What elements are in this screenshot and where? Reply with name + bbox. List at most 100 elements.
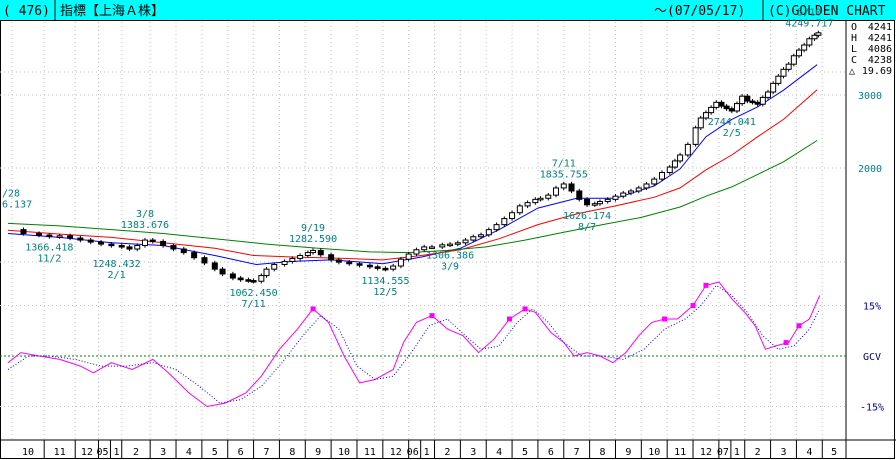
candle-body (335, 259, 342, 263)
candle-body (56, 235, 63, 238)
candle-body (317, 249, 324, 256)
grid-layer (0, 22, 846, 440)
candle-body (263, 268, 270, 277)
price-annotation: 11/2 (37, 254, 61, 265)
price-annotation: 1134.555 (361, 276, 409, 287)
candle-body (635, 187, 642, 192)
candle-body (36, 232, 43, 236)
candle-body (671, 160, 678, 168)
ohlc-low-value: 4086 (868, 44, 892, 55)
ohlc-change-label: △ (849, 66, 855, 77)
month-label: 10 (22, 447, 34, 458)
price-annotation: 1835.755 (540, 169, 588, 180)
price-annotation: 6.137 (2, 200, 32, 211)
oscillator-marker (429, 313, 435, 319)
ohlc-open-value: 4241 (868, 22, 892, 33)
price-annotation: 1626.174 (563, 211, 611, 222)
price-annotation: 1383.676 (121, 220, 169, 231)
candle-body (702, 112, 709, 119)
candle-body (149, 239, 156, 243)
candle-body (118, 245, 125, 248)
month-label: 9 (625, 447, 631, 458)
month-label: 1 (424, 447, 430, 458)
candle-body (328, 254, 335, 261)
month-label: 11 (364, 447, 376, 458)
candle-body (806, 38, 813, 46)
price-annotation: 2/5 (723, 128, 741, 139)
candle-body (576, 190, 583, 200)
price-annotation: 2/1 (108, 270, 126, 281)
candle-body (229, 273, 236, 279)
candle-body (775, 75, 782, 84)
moving-average-line (7, 89, 818, 261)
candle-body (749, 100, 756, 104)
month-label: 8 (289, 447, 295, 458)
candle-body (108, 243, 115, 247)
moving-average-line (7, 140, 818, 254)
month-label: 2 (755, 447, 761, 458)
candle-body (560, 183, 567, 189)
brand-label: (C)GOLDEN CHART (768, 4, 886, 19)
candle-body (516, 205, 523, 214)
price-annotation: 12/5 (373, 287, 397, 298)
candle-body (142, 239, 149, 247)
candle-body (67, 235, 74, 239)
ohlc-low-label: L (851, 44, 857, 55)
price-annotation: 1282.590 (289, 234, 337, 245)
moving-average-layer (7, 64, 818, 266)
month-label: 1 (734, 447, 740, 458)
month-label: 10 (648, 447, 660, 458)
candle-body (708, 106, 715, 114)
candle-body (553, 187, 560, 196)
candle-body (237, 277, 244, 281)
month-label: 1 (113, 447, 119, 458)
month-label: 12 (81, 447, 93, 458)
month-label: 3 (470, 447, 476, 458)
oscillator-marker (310, 306, 316, 312)
price-annotation: 7/11 (242, 299, 266, 310)
candle-body (718, 101, 725, 107)
y-axis-layer: 2000 3000 15% GCV -15% (858, 91, 884, 413)
price-annotation: 3/8 (136, 209, 154, 220)
oscillator-axis-label: -15% (860, 402, 884, 413)
candle-body (811, 34, 818, 40)
candle-body (815, 32, 822, 36)
candle-body (620, 192, 627, 197)
price-annotation: 2744.041 (708, 117, 756, 128)
candle-body (524, 202, 531, 207)
candle-body (545, 194, 552, 199)
candle-body (160, 240, 167, 247)
candle-body (413, 249, 420, 255)
price-annotation: 5/10 (797, 7, 821, 18)
candle-body (754, 101, 761, 105)
annotation-layer: /286.1371366.41811/23/81383.6761248.4322… (2, 7, 833, 310)
candle-body (374, 266, 381, 269)
price-annotation: 3/9 (441, 262, 459, 273)
candle-body (713, 101, 720, 108)
candle-body (627, 190, 634, 194)
month-label: 8 (600, 447, 606, 458)
ohlc-change-value: 19.69 (862, 66, 892, 77)
oscillator-marker (783, 340, 789, 346)
oscillator-marker (690, 303, 696, 309)
candle-body (77, 237, 84, 241)
candle-body (537, 197, 544, 201)
oscillator-marker (522, 306, 528, 312)
price-annotation: 7/11 (552, 158, 576, 169)
oscillator-signal-line (7, 284, 821, 404)
moving-average-line (7, 64, 818, 266)
oscillator-marker (662, 316, 668, 322)
header-bar (0, 0, 896, 20)
month-label: 4 (806, 447, 812, 458)
ohlc-close-value: 4238 (868, 55, 892, 66)
candle-body (439, 244, 446, 248)
month-label: 4 (496, 447, 502, 458)
candle-body (744, 95, 751, 102)
candle-body (697, 117, 704, 129)
price-annotation: 1306.386 (426, 251, 474, 262)
candle-body (421, 246, 428, 251)
oscillator-layer (7, 281, 821, 408)
candle-body (454, 242, 461, 245)
year-mark-label: 06 (407, 447, 419, 458)
